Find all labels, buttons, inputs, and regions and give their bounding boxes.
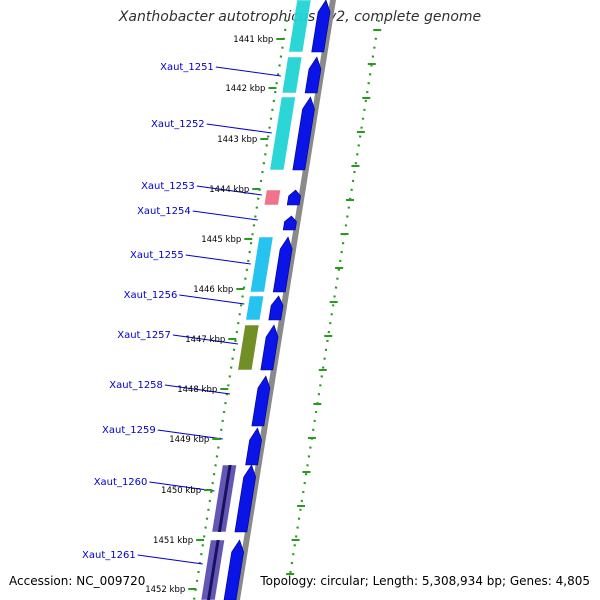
gc-skew-line-right xyxy=(288,19,380,581)
gene-arrow xyxy=(260,324,279,371)
kbp-label: 1445 kbp xyxy=(201,235,241,245)
gene-arrow xyxy=(272,236,293,293)
gene-label-leader xyxy=(172,334,239,345)
map-layer: Xaut_1251 Xaut_1252 Xaut_1253 Xaut_1254 Xaut… xyxy=(82,0,382,600)
kbp-label: 1450 kbp xyxy=(161,486,201,496)
kbp-label: 1444 kbp xyxy=(209,185,249,195)
kbp-label: 1446 kbp xyxy=(193,285,233,295)
gene-label-leader xyxy=(164,384,231,395)
gene-arrow xyxy=(286,189,301,206)
cog-category-stripe xyxy=(207,540,220,600)
cog-category-stripe xyxy=(217,465,232,532)
topology-label: Topology: circular; Length: 5,308,934 bp… xyxy=(260,574,590,588)
gene-label: Xaut_1251 xyxy=(160,62,214,73)
cog-category-block xyxy=(288,0,312,53)
cog-category-block xyxy=(269,96,296,171)
accession-label: Accession: NC_009720 xyxy=(9,574,146,588)
gene-arrow xyxy=(282,215,297,231)
gene-label-leader xyxy=(149,481,215,492)
gene-arrow xyxy=(234,464,256,533)
gene-label: Xaut_1259 xyxy=(102,425,156,436)
gene-label: Xaut_1256 xyxy=(124,290,178,301)
kbp-label: 1441 kbp xyxy=(233,35,273,45)
gene-label-leader xyxy=(179,294,245,305)
gene-arrow xyxy=(245,427,262,466)
cog-category-block xyxy=(263,189,281,206)
gene-label-leader xyxy=(206,123,272,134)
gene-arrow xyxy=(223,539,244,600)
kbp-label: 1442 kbp xyxy=(225,84,265,94)
kbp-label: 1449 kbp xyxy=(169,435,209,445)
gene-arrow xyxy=(292,96,315,171)
gene-label: Xaut_1258 xyxy=(109,380,163,391)
gene-label-leader xyxy=(196,185,262,196)
cog-category-block xyxy=(237,324,260,371)
gene-label-leader xyxy=(157,429,223,440)
gene-label: Xaut_1257 xyxy=(117,330,171,341)
gene-label: Xaut_1252 xyxy=(151,119,205,130)
gene-arrow xyxy=(251,375,271,427)
kbp-label: 1447 kbp xyxy=(185,335,225,345)
gene-label: Xaut_1261 xyxy=(82,550,136,561)
kbp-label: 1452 kbp xyxy=(145,585,185,595)
cog-category-block xyxy=(245,295,264,321)
gene-label: Xaut_1254 xyxy=(137,206,191,217)
gene-label: Xaut_1255 xyxy=(130,250,184,261)
gene-arrow xyxy=(311,0,331,53)
gene-arrow xyxy=(268,295,284,321)
gene-label-leader xyxy=(137,554,203,565)
cog-category-block xyxy=(281,56,303,94)
gene-label: Xaut_1260 xyxy=(94,477,148,488)
gene-label-leader xyxy=(185,254,251,265)
cog-category-block xyxy=(249,236,274,293)
kbp-label: 1451 kbp xyxy=(153,536,193,546)
gene-arrow xyxy=(304,56,322,94)
kbp-label: 1448 kbp xyxy=(177,385,217,395)
gene-label: Xaut_1253 xyxy=(141,181,195,192)
gene-label-leader xyxy=(215,66,281,77)
kbp-label: 1443 kbp xyxy=(217,135,257,145)
gene-label-leader xyxy=(192,210,258,221)
